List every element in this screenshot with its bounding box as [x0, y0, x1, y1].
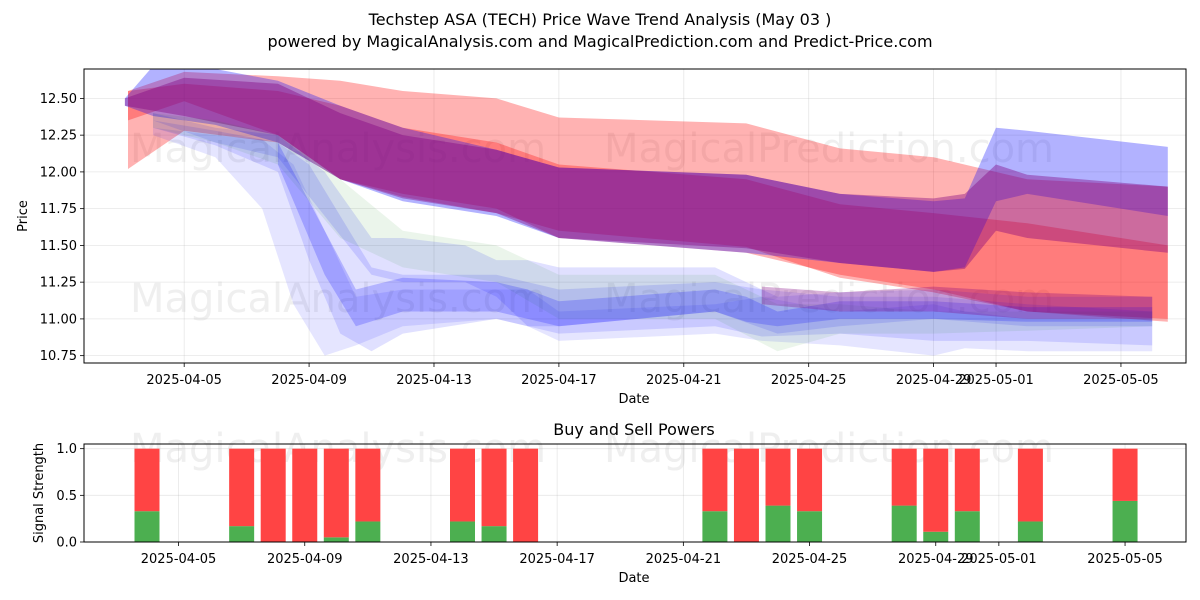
wave-band-purple-3 [124, 77, 1168, 272]
chart-title: Techstep ASA (TECH) Price Wave Trend Ana… [368, 10, 832, 29]
x-tick-label: 2025-05-05 [1087, 552, 1163, 567]
x-axis-label: Date [618, 392, 649, 407]
signal-bars [134, 448, 1138, 542]
sell-bar-04-30 [954, 448, 980, 512]
y-axis-label: Signal Strength [32, 443, 47, 543]
sell-bar-04-29 [923, 448, 949, 532]
wave-band-blue-6 [153, 113, 1153, 334]
sell-bar-04-23 [733, 448, 759, 542]
y-tick-label: 10.75 [40, 349, 77, 364]
sell-bar-05-05 [1112, 448, 1138, 501]
y-axis-ticks: 10.75 11.00 11.25 11.50 11.75 12.00 12.25 12.50 [40, 92, 84, 364]
y-tick-label: 12.50 [40, 92, 77, 107]
y-tick-label: 0.5 [56, 489, 77, 504]
plot-frame [83, 443, 1187, 543]
sell-bar-04-04 [134, 448, 160, 512]
buy-bar-04-10 [323, 537, 349, 542]
x-tick-label: 2025-04-25 [772, 552, 848, 567]
watermark: MagicalAnalysis.com [130, 276, 546, 322]
wave-band-red-0 [128, 71, 1168, 322]
y-tick-label: 11.50 [40, 239, 77, 254]
x-tick-label: 2025-04-29 [896, 373, 972, 388]
buy-bar-04-11 [355, 521, 381, 542]
buy-bar-05-02 [1017, 521, 1043, 542]
grid [84, 69, 1186, 363]
wave-band-blue-4 [153, 127, 1153, 356]
sell-bar-04-22 [702, 448, 728, 512]
price-panel: MagicalAnalysis.com MagicalPrediction.co… [16, 68, 1187, 407]
y-tick-label: 11.75 [40, 202, 77, 217]
x-tick-label: 2025-04-13 [393, 552, 469, 567]
y-tick-label: 0.0 [56, 536, 77, 551]
buy-bar-04-15 [481, 526, 507, 542]
y-tick-label: 12.00 [40, 165, 77, 180]
x-axis-ticks: 2025-04-05 2025-04-09 2025-04-13 2025-04-17… [141, 542, 1163, 567]
sell-bar-04-14 [450, 448, 475, 522]
wave-band-purple-9 [761, 286, 1153, 319]
buy-bar-05-05 [1112, 500, 1138, 542]
buy-bar-04-29 [923, 531, 949, 542]
wave-band-red-1 [128, 83, 1168, 319]
sell-bar-04-28 [891, 448, 917, 506]
sell-bar-04-16 [513, 448, 539, 542]
buy-bar-04-14 [450, 521, 475, 542]
sell-bar-04-08 [260, 448, 286, 542]
watermark: MagicalPrediction.com [604, 276, 1054, 322]
sell-bar-04-09 [292, 448, 318, 542]
x-tick-label: 2025-04-05 [146, 373, 222, 388]
wave-band-green-7 [153, 113, 1153, 352]
watermark: MagicalAnalysis.com [130, 126, 546, 172]
y-tick-label: 11.25 [40, 276, 77, 291]
x-tick-label: 2025-04-17 [519, 552, 595, 567]
x-axis-label: Date [618, 571, 649, 586]
buy-bar-04-07 [229, 526, 255, 542]
y-tick-label: 1.0 [56, 442, 77, 457]
y-axis-ticks: 0.0 0.5 1.0 [56, 442, 84, 551]
y-tick-label: 11.00 [40, 312, 77, 327]
sell-bar-04-15 [481, 448, 507, 527]
watermarks: MagicalAnalysis.com MagicalPrediction.co… [130, 126, 1054, 322]
buy-bar-04-24 [765, 505, 791, 542]
x-tick-label: 2025-04-29 [898, 552, 974, 567]
x-tick-label: 2025-04-09 [271, 373, 347, 388]
buy-bar-04-04 [134, 511, 160, 542]
sell-bar-04-24 [765, 448, 791, 506]
buy-bar-04-28 [891, 505, 917, 542]
x-tick-label: 2025-04-13 [396, 373, 472, 388]
x-tick-label: 2025-05-05 [1083, 373, 1159, 388]
x-tick-label: 2025-05-01 [958, 373, 1034, 388]
y-tick-label: 12.25 [40, 129, 77, 144]
x-tick-label: 2025-04-25 [771, 373, 847, 388]
signal-title: Buy and Sell Powers [553, 420, 715, 439]
x-tick-label: 2025-04-21 [646, 552, 722, 567]
plot-frame [83, 68, 1187, 364]
watermark: MagicalPrediction.com [604, 126, 1054, 172]
x-tick-label: 2025-04-05 [141, 552, 217, 567]
chart-subtitle: powered by MagicalAnalysis.com and Magic… [267, 32, 932, 51]
wave-band-blue-5 [153, 120, 1153, 352]
x-tick-label: 2025-04-09 [267, 552, 343, 567]
wave-bands [124, 69, 1168, 356]
x-tick-label: 2025-04-21 [646, 373, 722, 388]
buy-bar-04-22 [702, 511, 728, 542]
y-axis-label: Price [16, 200, 31, 232]
sell-bar-04-25 [797, 448, 823, 512]
signal-panel: Buy and Sell Powers MagicalAnalysis.com … [32, 420, 1187, 586]
sell-bar-04-11 [355, 448, 381, 522]
x-tick-label: 2025-05-01 [961, 552, 1037, 567]
sell-bar-05-02 [1017, 448, 1043, 522]
sell-bar-04-07 [229, 448, 255, 527]
buy-bar-04-25 [797, 511, 823, 542]
wave-band-blue-8 [277, 142, 1153, 327]
sell-bar-04-10 [323, 448, 349, 538]
wave-band-blue-2 [124, 69, 1168, 272]
x-tick-label: 2025-04-17 [521, 373, 597, 388]
x-axis-ticks: 2025-04-05 2025-04-09 2025-04-13 2025-04-17… [146, 363, 1159, 388]
buy-bar-04-30 [954, 511, 980, 542]
